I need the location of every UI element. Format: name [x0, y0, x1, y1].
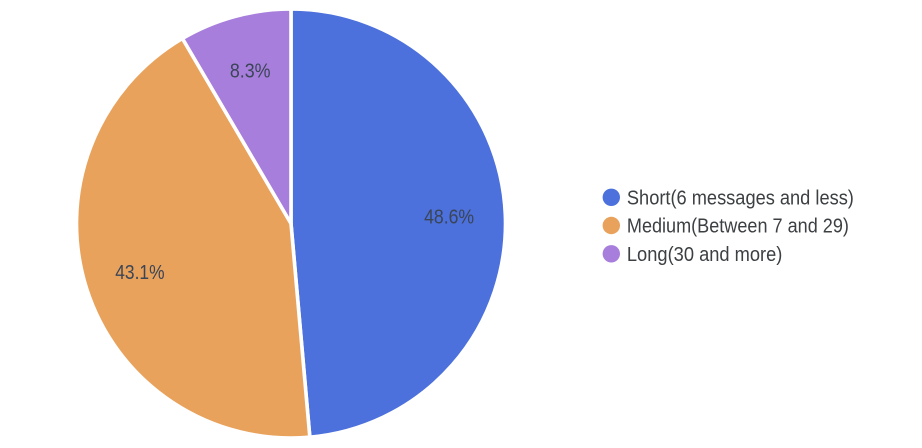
svg-text:Short(6 messages and less): Short(6 messages and less) [627, 188, 854, 210]
svg-text:43.1%: 43.1% [115, 262, 164, 284]
svg-text:Medium(Between 7 and 29): Medium(Between 7 and 29) [627, 216, 849, 238]
svg-text:Long(30 and more): Long(30 and more) [627, 244, 783, 266]
svg-text:48.6%: 48.6% [424, 206, 474, 228]
svg-text:8.3%: 8.3% [230, 61, 271, 83]
